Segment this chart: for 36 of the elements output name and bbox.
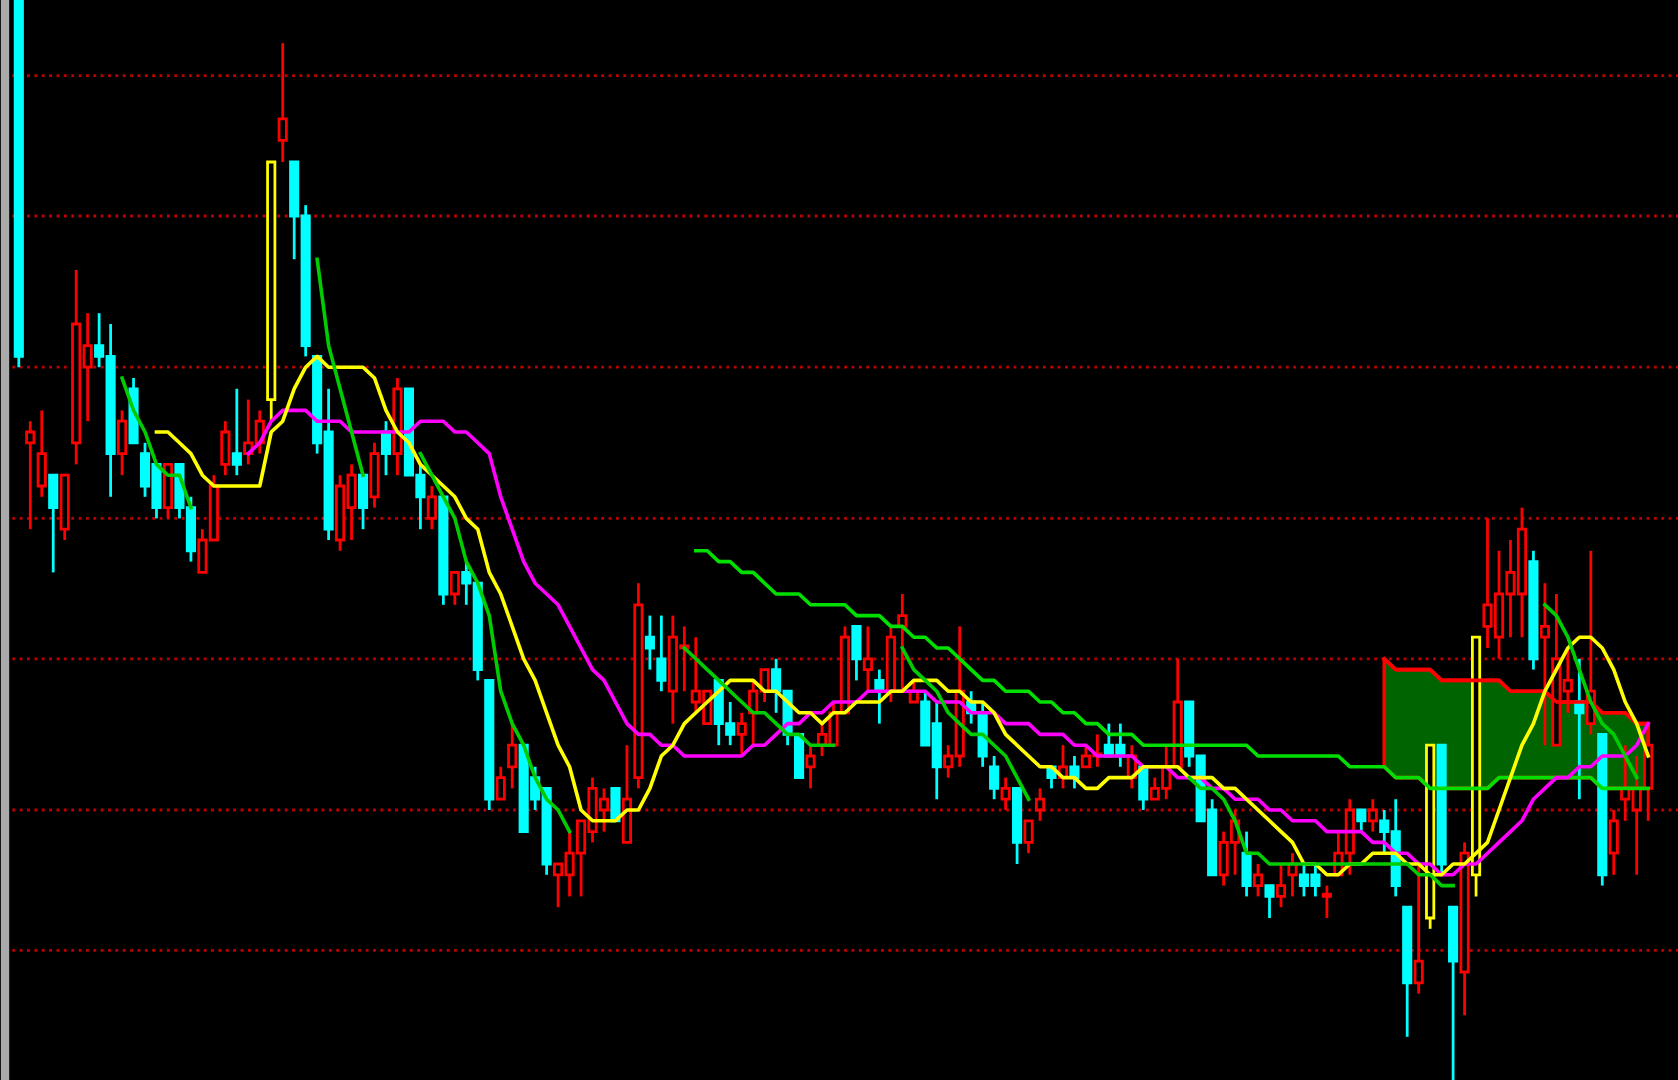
candlestick [449, 571, 460, 607]
candlestick [736, 711, 747, 758]
candlestick [1264, 884, 1275, 920]
candlestick [1413, 862, 1424, 995]
candlestick [1367, 797, 1378, 833]
candlestick [495, 765, 506, 801]
candlestick [1034, 787, 1046, 823]
candlestick [25, 419, 36, 531]
candlestick [1321, 884, 1332, 920]
candlestick [1252, 862, 1264, 898]
candlestick [862, 625, 873, 693]
candlestick [507, 722, 518, 790]
candlestick [117, 409, 128, 477]
candlestick [357, 473, 369, 531]
candlestick [1608, 808, 1619, 877]
candlestick [1000, 776, 1011, 812]
candlestick [1275, 862, 1287, 909]
candlestick [989, 754, 1000, 801]
candlestick [805, 743, 816, 790]
candlestick [656, 614, 667, 693]
candlestick [48, 473, 59, 574]
candlestick [426, 484, 437, 531]
candlestick [794, 733, 805, 779]
candlestick [610, 787, 621, 823]
candlestick [369, 441, 380, 509]
candlestick [851, 625, 862, 682]
candlestick [231, 387, 242, 477]
candlestick [1069, 754, 1080, 790]
candlestick [1023, 819, 1034, 855]
candlestick [644, 614, 655, 671]
candlestick [1356, 808, 1367, 833]
candlestick [621, 743, 633, 844]
candlestick [277, 41, 288, 164]
candlestick [220, 419, 231, 477]
candlestick [36, 409, 47, 499]
candlestick [1241, 830, 1252, 898]
